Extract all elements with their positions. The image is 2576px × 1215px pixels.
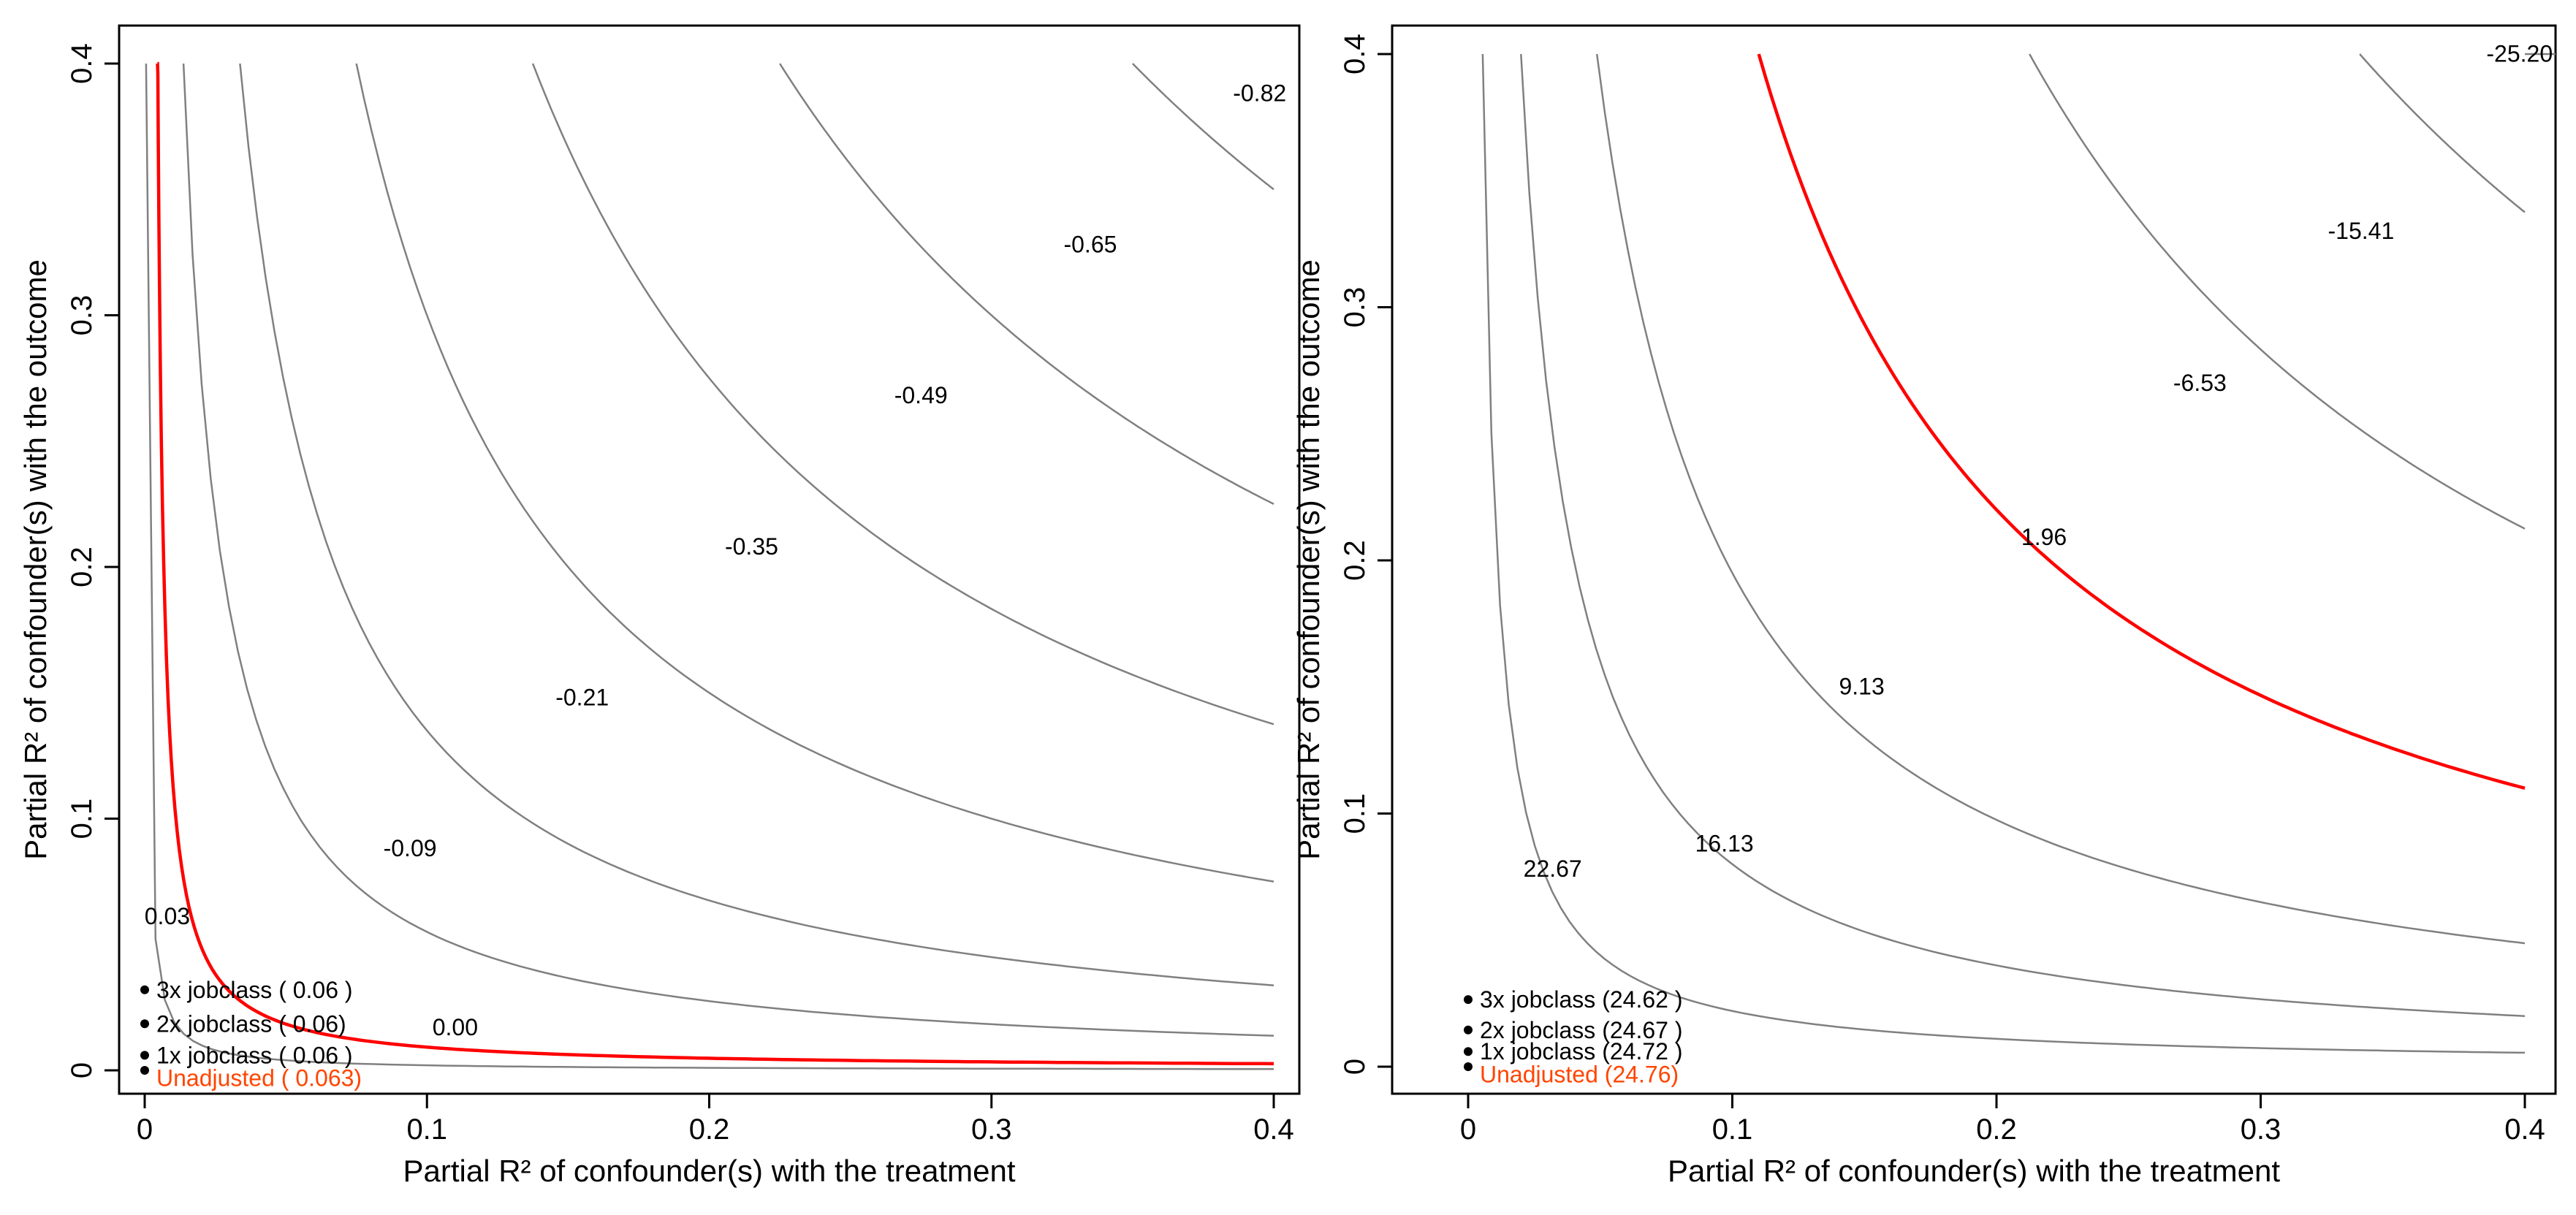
x-tick-label: 0.1 (1712, 1113, 1753, 1146)
x-tick-label: 0.4 (2504, 1113, 2545, 1146)
threshold-contour-label: 0.00 (433, 1014, 478, 1040)
contour-label: 0.03 (145, 903, 190, 929)
contour-line (1595, 53, 2526, 945)
x-tick-label: 0.2 (1976, 1113, 2017, 1146)
contour-line (531, 63, 1274, 725)
contour-line (1481, 53, 2526, 1054)
contour-label: 22.67 (1524, 856, 1582, 882)
bound-point-label: 1x jobclass ( 0.06 ) (156, 1042, 353, 1068)
bound-point-label: 1x jobclass (24.72 ) (1480, 1038, 1682, 1064)
x-tick-label: 0.1 (406, 1113, 447, 1146)
x-tick-label: 0 (137, 1113, 153, 1146)
bound-point (140, 1019, 149, 1029)
y-tick-label: 0.4 (1339, 34, 1371, 75)
bound-point (1464, 1025, 1473, 1035)
y-axis-title: Partial R² of confounder(s) with the out… (1291, 259, 1326, 860)
bound-point-label: 2x jobclass ( 0.06) (156, 1010, 346, 1037)
x-tick-label: 0.3 (971, 1113, 1012, 1146)
bound-point (1464, 1047, 1473, 1056)
contour-label: -0.21 (555, 684, 609, 710)
contour-line (2359, 53, 2526, 213)
contour-label: -15.41 (2328, 218, 2395, 244)
contour-label: -0.82 (1233, 80, 1286, 107)
y-axis-title: Partial R² of confounder(s) with the out… (18, 259, 53, 860)
y-tick-label: 0.1 (66, 799, 98, 839)
y-tick-label: 0 (66, 1062, 98, 1078)
contour-line (182, 63, 1274, 1037)
contour-line (145, 63, 1274, 1070)
x-tick-label: 0.4 (1253, 1113, 1294, 1146)
x-tick-label: 0 (1460, 1113, 1476, 1146)
left-contour-panel: 0 0.1 0.2 0.3 0.4 0 0.1 0.2 0.3 0.4 Partial R² of … (18, 24, 1301, 1188)
y-tick-label: 0.3 (1339, 287, 1371, 328)
contour-line (355, 63, 1274, 883)
bound-point (140, 1051, 149, 1060)
plot-area (1481, 53, 2556, 1054)
right-contour-panel: 0 0.1 0.2 0.3 0.4 0 0.1 0.2 0.3 0.4 Partial R² of … (1291, 24, 2557, 1188)
y-tick-label: 0.4 (66, 43, 98, 84)
plot-area (145, 61, 1274, 1070)
contour-line (779, 63, 1274, 506)
x-axis-title: Partial R² of confounder(s) with the tre… (1668, 1154, 2280, 1188)
contour-line (1520, 53, 2526, 1017)
threshold-contour-line (156, 61, 1274, 1066)
contour-line (1132, 63, 1274, 191)
contour-label: -6.53 (2173, 370, 2227, 396)
contour-label: 16.13 (1695, 830, 1754, 856)
bound-point-label: 3x jobclass ( 0.06 ) (156, 977, 353, 1003)
contour-label: -0.49 (894, 382, 948, 408)
x-tick-label: 0.3 (2241, 1113, 2281, 1146)
contour-label: 9.13 (1839, 674, 1884, 700)
y-tick-label: 0.2 (1339, 540, 1371, 581)
x-tick-label: 0.2 (689, 1113, 730, 1146)
unadjusted-point (1464, 1062, 1473, 1071)
y-tick-label: 0.1 (1339, 793, 1371, 834)
threshold-contour-label: 1.96 (2021, 524, 2067, 550)
unadjusted-point (140, 1066, 149, 1075)
bound-point (140, 985, 149, 994)
contour-label: -0.65 (1063, 231, 1117, 257)
x-axis-title: Partial R² of confounder(s) with the tre… (403, 1154, 1015, 1188)
bound-point (1464, 995, 1473, 1005)
y-tick-label: 0 (1339, 1059, 1371, 1075)
contour-label: -25.20 (2486, 40, 2553, 66)
contour-line (2029, 53, 2526, 530)
unadjusted-label: Unadjusted ( 0.063) (156, 1064, 362, 1091)
contour-line (239, 63, 1274, 986)
threshold-contour-line (1757, 53, 2526, 790)
unadjusted-label: Unadjusted (24.76) (1480, 1061, 1679, 1087)
contour-label: -0.09 (384, 835, 437, 861)
y-tick-label: 0.2 (66, 546, 98, 587)
bound-point-label: 3x jobclass (24.62 ) (1480, 986, 1682, 1013)
contour-label: -0.35 (725, 533, 778, 560)
bound-point-label: 2x jobclass (24.67 ) (1480, 1017, 1682, 1043)
y-tick-label: 0.3 (66, 295, 98, 336)
